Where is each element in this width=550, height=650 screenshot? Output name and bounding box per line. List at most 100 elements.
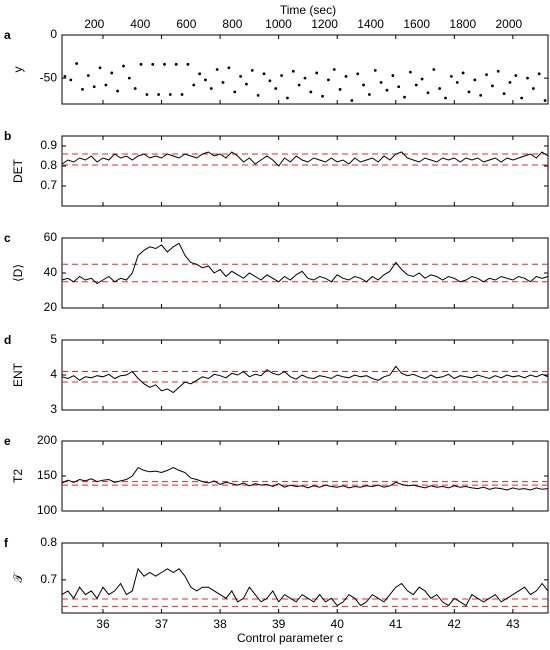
data-point [268, 79, 272, 83]
y-tick-label: 0.8 [40, 158, 57, 172]
top-tick-label: 200 [84, 17, 104, 31]
data-point [461, 71, 465, 75]
top-tick-label: 800 [222, 17, 242, 31]
y-axis-label: T2 [11, 469, 25, 483]
data-point [198, 72, 202, 76]
panel-letter: e [4, 434, 11, 448]
top-tick-label: 600 [176, 17, 196, 31]
top-tick-label: 1400 [357, 17, 384, 31]
panel-letter: b [4, 129, 11, 143]
data-point [92, 85, 96, 89]
data-point [403, 95, 406, 99]
data-point [209, 87, 213, 90]
bottom-tick-label: 42 [448, 617, 462, 631]
data-point [75, 62, 79, 65]
data-point [473, 78, 477, 82]
data-point [543, 99, 547, 102]
data-point [245, 82, 248, 86]
y-tick-label: 150 [37, 468, 57, 482]
data-point [110, 71, 114, 75]
panel-e: e T2 100 150 200 [4, 433, 549, 517]
data-point [157, 93, 161, 96]
top-tick-label: 1600 [403, 17, 430, 31]
data-point [321, 94, 324, 98]
data-point [490, 84, 494, 88]
panel-a: a y 0 -50 [4, 27, 549, 105]
panel-b: b DET 0.7 0.8 0.9 [4, 129, 549, 207]
series-line [61, 466, 549, 491]
data-point [508, 81, 512, 84]
data-point [116, 89, 120, 93]
data-point [239, 75, 242, 78]
data-point [514, 74, 518, 77]
data-point [174, 62, 178, 66]
data-point [256, 93, 260, 97]
panel-frame [61, 440, 549, 512]
data-point [455, 81, 459, 84]
data-point [227, 66, 231, 70]
data-point [332, 68, 336, 71]
top-tick-label: 400 [130, 17, 150, 31]
data-point [531, 87, 535, 90]
data-point [250, 68, 254, 72]
y-tick-label: 0.7 [40, 178, 57, 192]
y-tick-label: 3 [50, 402, 57, 416]
data-point [502, 92, 506, 96]
series-line [61, 567, 549, 607]
data-point [309, 90, 313, 94]
panel-letter: c [4, 231, 11, 245]
data-point [526, 76, 529, 80]
data-point [344, 75, 348, 78]
data-point [479, 93, 483, 97]
data-point [520, 96, 524, 100]
data-point [274, 87, 278, 90]
data-point [485, 73, 488, 77]
y-axis-label: 𝒯 [11, 572, 25, 583]
data-point [420, 77, 424, 81]
series-line [61, 365, 549, 394]
y-tick-label: 0.8 [40, 535, 57, 549]
bottom-tick-label: 36 [96, 617, 110, 631]
data-point [291, 69, 295, 73]
data-point [537, 72, 541, 76]
data-point [373, 68, 377, 72]
data-point [139, 62, 143, 66]
bottom-tick-label: 43 [506, 617, 520, 631]
data-point [449, 75, 453, 78]
data-point [104, 83, 108, 87]
data-point [438, 87, 442, 90]
data-point [391, 74, 395, 77]
bottom-tick-label: 37 [155, 617, 169, 631]
data-point [98, 66, 102, 70]
data-point [122, 64, 125, 68]
data-point [338, 87, 342, 91]
data-point [233, 90, 237, 94]
bottom-tick-label: 40 [331, 617, 345, 631]
data-point [286, 96, 289, 100]
panels: a y 0 -50 b DET 0.7 0.8 0.9 c ⟨D⟩ 20 40 60 d ENT 3 4 5 e T2 1… [4, 17, 549, 631]
data-point [368, 93, 371, 96]
top-tick-label: 2000 [495, 17, 522, 31]
data-point [163, 62, 166, 66]
data-point [408, 70, 412, 74]
panel-f: f 𝒯 0.7 0.8 [4, 535, 549, 614]
data-point [180, 93, 184, 96]
y-tick-label: 60 [44, 230, 58, 244]
data-point [145, 93, 149, 96]
data-point [127, 76, 131, 80]
data-point [204, 78, 207, 82]
data-point [151, 62, 155, 66]
y-tick-label: 0.7 [40, 572, 57, 586]
data-point [186, 62, 190, 66]
top-tick-label: 1000 [265, 17, 292, 31]
data-point [168, 93, 172, 96]
panel-c: c ⟨D⟩ 20 40 60 [4, 230, 549, 314]
data-point [432, 68, 436, 71]
data-point [303, 76, 307, 80]
data-point [81, 87, 84, 91]
y-axis-label: DET [11, 158, 25, 183]
data-point [379, 81, 383, 84]
panel-d: d ENT 3 4 5 [4, 332, 549, 416]
data-point [63, 75, 67, 78]
